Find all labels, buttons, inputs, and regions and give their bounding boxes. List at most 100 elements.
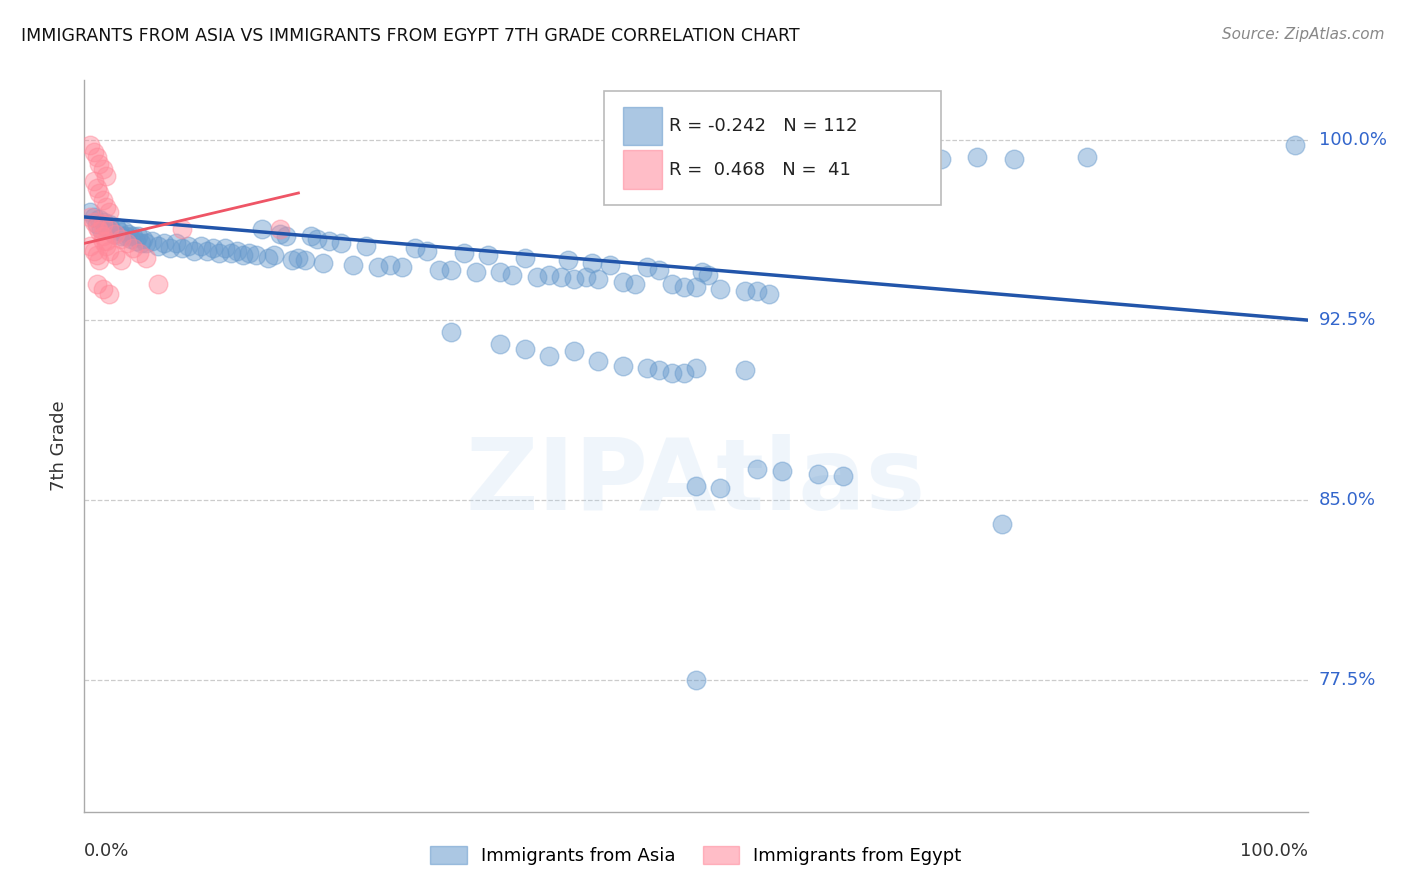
Point <box>318 234 340 248</box>
Point <box>276 229 298 244</box>
Point <box>562 344 585 359</box>
Point <box>128 246 150 260</box>
Point <box>83 244 105 258</box>
Point <box>104 248 127 262</box>
Point <box>127 229 149 244</box>
Point <box>250 222 273 236</box>
Point <box>685 673 707 687</box>
Point <box>97 222 120 236</box>
Point <box>87 157 110 171</box>
Point <box>550 269 572 284</box>
Text: R = -0.242   N = 112: R = -0.242 N = 112 <box>669 117 858 135</box>
Point <box>294 253 316 268</box>
Point <box>685 361 707 376</box>
Point <box>110 229 132 244</box>
Point <box>489 265 512 279</box>
Point <box>86 248 108 262</box>
Point <box>86 217 108 231</box>
Point <box>513 251 536 265</box>
Point <box>87 186 110 200</box>
Point <box>416 244 439 258</box>
Point <box>807 467 830 481</box>
Point <box>299 229 322 244</box>
Point <box>96 234 118 248</box>
Point <box>489 337 512 351</box>
Point <box>453 246 475 260</box>
Point <box>208 246 231 260</box>
Point <box>562 272 585 286</box>
Point <box>122 241 145 255</box>
Point <box>612 275 634 289</box>
Point <box>91 234 114 248</box>
Point <box>129 236 152 251</box>
Point <box>83 215 105 229</box>
Point <box>238 246 260 260</box>
Point <box>697 268 720 282</box>
Point <box>214 241 236 255</box>
Point <box>165 236 187 251</box>
Point <box>747 285 769 299</box>
Y-axis label: 7th Grade: 7th Grade <box>51 401 69 491</box>
Point <box>115 236 138 251</box>
Point <box>79 205 101 219</box>
Point <box>117 227 139 241</box>
Point <box>201 241 224 255</box>
Point <box>110 231 132 245</box>
Point <box>83 145 105 160</box>
Point <box>172 222 194 236</box>
Point <box>97 217 120 231</box>
Point <box>226 244 249 258</box>
Point <box>501 268 523 282</box>
Point <box>709 282 731 296</box>
Point <box>758 286 780 301</box>
Point <box>747 462 769 476</box>
Point <box>100 222 122 236</box>
Point <box>575 269 598 284</box>
Point <box>427 262 450 277</box>
Point <box>83 174 105 188</box>
Point <box>269 227 291 241</box>
Point <box>107 224 129 238</box>
Point <box>990 516 1012 531</box>
Point <box>195 244 218 258</box>
Point <box>172 241 194 255</box>
Point <box>90 222 112 236</box>
Point <box>263 248 285 262</box>
Point <box>586 272 609 286</box>
Point <box>709 481 731 495</box>
Point <box>93 215 115 229</box>
Legend: Immigrants from Asia, Immigrants from Egypt: Immigrants from Asia, Immigrants from Eg… <box>423 838 969 872</box>
Point <box>685 478 707 492</box>
Point <box>257 251 280 265</box>
FancyBboxPatch shape <box>623 107 662 145</box>
Point <box>672 366 695 380</box>
Point <box>86 219 108 234</box>
Point <box>146 277 169 292</box>
Point <box>538 349 561 363</box>
Point <box>135 236 157 251</box>
Text: Source: ZipAtlas.com: Source: ZipAtlas.com <box>1222 27 1385 42</box>
Point <box>581 255 603 269</box>
Point <box>97 205 120 219</box>
Point <box>96 169 118 184</box>
Point <box>287 251 309 265</box>
Point <box>685 279 707 293</box>
Point <box>269 222 291 236</box>
Point <box>86 150 108 164</box>
Point <box>312 255 335 269</box>
Point <box>440 325 463 339</box>
Point <box>86 181 108 195</box>
Point <box>190 239 212 253</box>
Point <box>245 248 267 262</box>
Point <box>305 231 328 245</box>
Point <box>1002 153 1025 167</box>
Point <box>135 251 157 265</box>
Point <box>146 239 169 253</box>
Point <box>96 219 118 234</box>
Point <box>122 229 145 244</box>
Point <box>97 244 120 258</box>
Point <box>91 193 114 207</box>
Point <box>624 277 647 292</box>
Text: IMMIGRANTS FROM ASIA VS IMMIGRANTS FROM EGYPT 7TH GRADE CORRELATION CHART: IMMIGRANTS FROM ASIA VS IMMIGRANTS FROM … <box>21 27 800 45</box>
Point <box>636 361 658 376</box>
